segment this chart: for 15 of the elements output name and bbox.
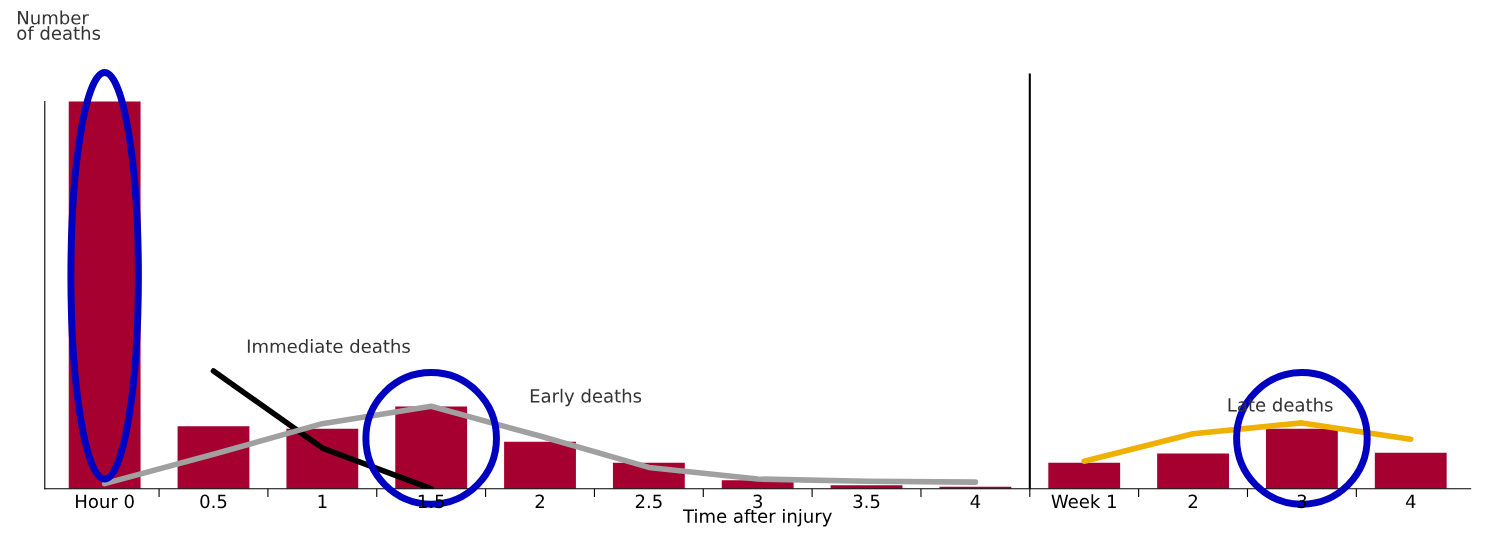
- x-tick-label: 2.5: [635, 494, 662, 509]
- series-label: Early deaths: [530, 388, 642, 407]
- x-tick-label: Hour 0: [76, 494, 134, 509]
- x-tick-label: 1: [318, 494, 327, 508]
- x-tick-label: 4: [1405, 494, 1416, 508]
- x-tick-label: 0.5: [200, 494, 227, 509]
- x-tick-label: Week 1: [1051, 494, 1116, 509]
- series-label: Immediate deaths: [247, 339, 410, 353]
- x-axis-title: Time after injury: [682, 508, 832, 527]
- x-tick-label: 2: [535, 494, 544, 508]
- x-tick-label: 3.5: [853, 494, 880, 509]
- y-axis-title: Number of deaths: [17, 10, 101, 40]
- x-tick-label: 2: [1188, 494, 1197, 508]
- x-tick-label: 4: [970, 494, 981, 508]
- x-tick-label: 3: [753, 494, 762, 509]
